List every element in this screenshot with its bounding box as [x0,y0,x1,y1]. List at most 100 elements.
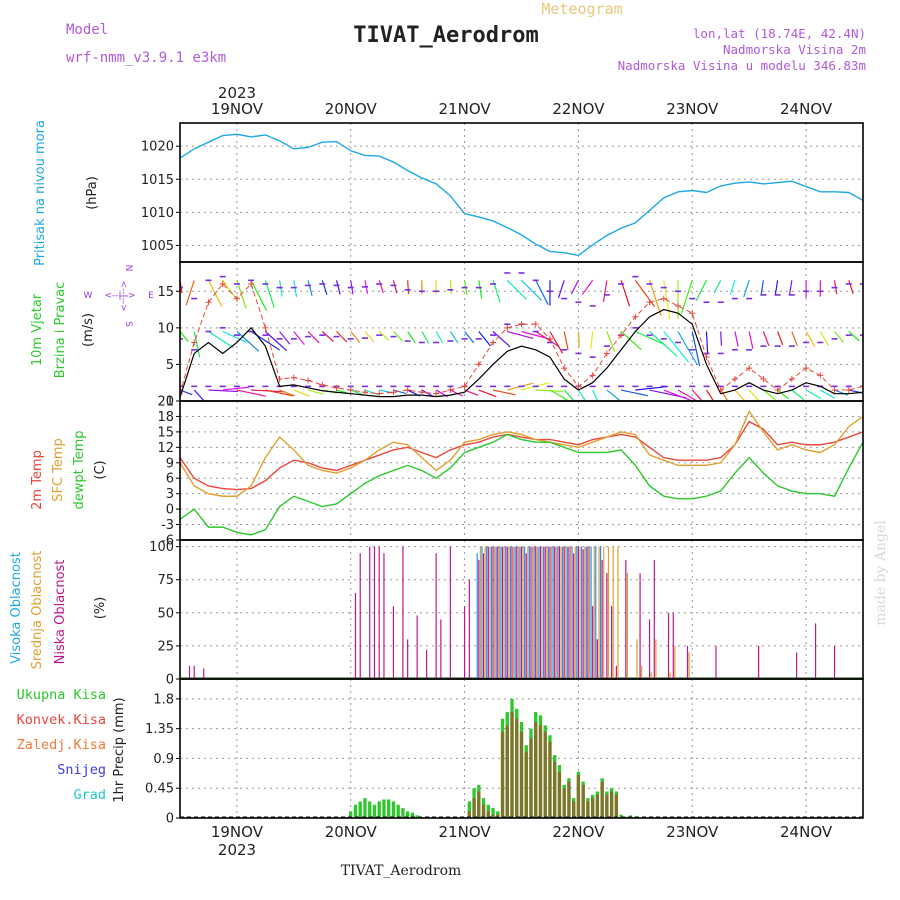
y-tick-label: 1005 [141,239,174,254]
model-label: Model [66,22,108,38]
wind-arrow [734,331,739,347]
compass-we-arrow: <--|--> [104,291,135,301]
wind-arrow [805,331,816,347]
gust-marker [418,389,425,396]
y-tick-label: 25 [157,639,174,654]
gust-marker [333,384,340,391]
gust-marker [646,299,653,306]
wind-arrow [335,280,341,295]
wind-arrow [464,331,475,344]
precip-conv-bar [548,741,552,818]
gust-marker [589,372,596,379]
wind-arrow [577,331,580,347]
gust-marker [233,295,240,302]
top-day-label: 20NOV [325,100,378,118]
wind-arrow [521,279,543,301]
wind-arrow [185,280,195,306]
temp-ylabel-2m: 2m Temp [30,450,45,510]
wind-arrow [777,389,790,400]
y-tick-label: 15 [157,425,174,440]
precip-conv-bar [562,788,566,818]
wind-arrow [602,280,608,303]
gust-marker [461,383,468,390]
precip-total-bar [377,801,381,818]
precip-total-bar [368,801,372,818]
precip-ylabel: 1hr Precip (mm) [112,697,127,802]
precip-conv-bar [600,781,604,818]
temp-ylabel-unit: (C) [93,460,108,479]
wind-arrow [478,280,483,299]
temp-line-2 [179,433,864,536]
wind-arrow [606,331,616,353]
y-tick-label: 6 [166,472,174,487]
wind-arrow [250,280,268,311]
wind-arrow [236,331,260,352]
gust-marker [180,390,183,397]
wind-arrow [713,280,722,294]
precip-total-bar [415,815,419,818]
wind-arrow [265,389,294,397]
top-day-label: 23NOV [666,100,719,118]
precip-conv-bar [567,781,571,818]
wind-arrow [620,389,649,397]
temp-ylabel-sfc: SFC Temp [51,438,66,502]
y-tick-label: -6 [161,534,174,549]
gust-marker [746,365,753,372]
precip-total-bar [349,811,353,818]
precip-conv-bar [515,718,519,818]
wind-plot [180,272,863,401]
meteogram-label: Meteogram [541,0,622,18]
y-tick-label: 75 [157,573,174,588]
wind-arrow [563,331,569,350]
gust-marker [248,280,255,287]
wind-arrow [620,331,642,351]
precip-total-bar [619,814,623,818]
panel-border [179,678,864,819]
wind-arrow [648,280,662,316]
wind-arrow [677,389,699,401]
precip-total-bar [372,804,377,818]
precip-total-bar [382,799,386,818]
precip-total-bar [396,804,400,818]
wind-arrow [336,331,348,343]
wind-arrow [581,279,594,295]
precip-conv-bar [553,761,557,818]
wind-arrow [307,331,320,344]
wind-arrow [590,331,594,349]
precip-conv-bar [524,751,528,818]
panel-cloud: 0 25 50 75 100 [149,539,864,688]
wind-arrow [222,386,249,391]
precip-conv-bar [477,791,481,818]
precip-conv-bar [467,811,471,818]
wind-arrow [364,389,379,396]
precip-total-bar [410,812,415,818]
gust-marker [774,387,781,394]
compass-e: E [148,291,154,301]
gust-marker [803,365,810,372]
precip-total-bar [387,799,391,818]
gust-marker [860,383,863,390]
wind-arrow [293,389,310,397]
top-day-label: 24NOV [780,100,833,118]
wind-arrow [763,389,776,401]
wind-arrow [570,280,579,295]
gust-marker [689,310,696,317]
precip-conv-bar [486,811,490,818]
wind-arrow [421,331,430,344]
gust-marker [276,376,283,383]
wind-arrow [321,331,334,343]
panels: 1005101010151020051015-6-303691215182102… [141,122,864,827]
precip-conv-bar [500,731,505,818]
wind-arrow [729,280,736,296]
gust-marker [731,376,738,383]
gust-marker [703,354,710,361]
wind-arrow [848,331,860,342]
chart-title: TIVAT_Aerodrom [353,23,538,48]
y-tick-label: 12 [157,441,174,456]
bottom-day-label: 23NOV [666,823,719,841]
gust-marker [475,361,482,368]
pressure-ylabel-main: Pritisak na nivou mora [33,120,48,266]
wind-arrow [791,389,805,401]
wind-arrow [364,331,375,343]
